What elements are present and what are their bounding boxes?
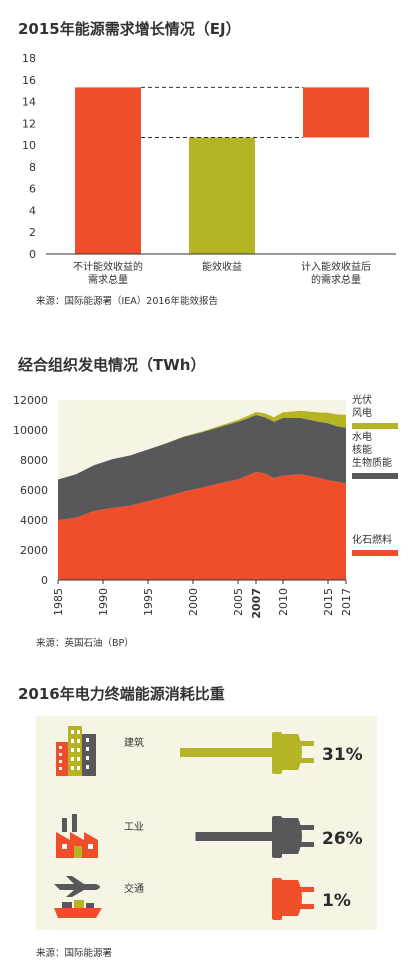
chart3-plug-prong — [300, 825, 314, 830]
chart2-source: 来源：英国石油（BP） — [36, 638, 134, 649]
electricity-usage-chart: 建筑 31% 工业 26% 交通 1% — [54, 726, 363, 920]
chart2-legend-swatch — [352, 473, 398, 479]
chart1-y-tick: 4 — [29, 204, 36, 217]
chart1-bar — [303, 87, 369, 138]
chart2-legend-label: 化石燃料 — [352, 533, 392, 546]
chart2-x-tick: 1995 — [142, 588, 155, 616]
chart1-y-tick: 14 — [22, 96, 36, 109]
chart3-plug-prong — [300, 842, 314, 847]
chart2-title: 经合组织发电情况（TWh） — [18, 356, 206, 374]
chart2-legend-label: 光伏 — [352, 393, 372, 406]
chart2-x-tick: 2010 — [277, 588, 290, 616]
chart2-x-tick: 2007 — [250, 588, 263, 619]
chart2-area-series — [58, 410, 346, 480]
chart3-plug-prong — [300, 758, 314, 763]
chart1-category-label: 不计能效收益的 — [73, 260, 143, 273]
chart1-y-tick: 2 — [29, 226, 36, 239]
chart3-row-label: 建筑 — [124, 736, 144, 749]
chart2-y-tick: 12000 — [13, 394, 48, 407]
chart1-category-label: 的需求总量 — [311, 273, 361, 286]
chart1-y-tick: 10 — [22, 139, 36, 152]
chart3-value-label: 1% — [322, 891, 351, 911]
chart3-row-label: 交通 — [124, 882, 144, 895]
chart3-title: 2016年电力终端能源消耗比重 — [18, 685, 225, 703]
chart2-legend-label: 水电 — [352, 430, 372, 443]
chart1-y-tick: 8 — [29, 161, 36, 174]
chart2-legend-label: 风电 — [352, 406, 372, 419]
chart3-cord-bar — [180, 748, 276, 757]
chart2-x-tick: 2015 — [322, 588, 335, 616]
chart1-y-tick: 0 — [29, 248, 36, 261]
chart2-y-tick: 4000 — [20, 514, 48, 527]
chart3-plug-prong — [300, 887, 314, 892]
chart2-legend-swatch — [352, 550, 398, 556]
chart2-x-tick: 2005 — [232, 588, 245, 616]
chart3-plug-neck — [272, 732, 282, 774]
chart2-x-tick: 2000 — [187, 588, 200, 616]
chart3-plug-neck — [272, 816, 282, 858]
building-icon — [56, 726, 96, 776]
chart2-y-tick: 2000 — [20, 544, 48, 557]
chart1-title: 2015年能源需求增长情况（EJ） — [18, 20, 241, 38]
transport-icon — [54, 876, 102, 918]
chart1-bar — [75, 87, 141, 255]
chart1-category-label: 需求总量 — [88, 273, 128, 286]
chart1-bar — [189, 137, 255, 254]
chart1-category-label: 计入能效收益后 — [301, 260, 371, 273]
chart2-x-tick: 1990 — [97, 588, 110, 616]
chart2-x-tick: 1985 — [52, 588, 65, 616]
chart2-y-tick: 0 — [41, 574, 48, 587]
chart3-value-label: 26% — [322, 829, 363, 849]
chart3-plug-neck — [272, 878, 282, 920]
chart1-y-tick: 18 — [22, 52, 36, 65]
chart3-plug-body — [280, 880, 302, 916]
chart1-source: 来源：国际能源署（IEA）2016年能效报告 — [36, 296, 218, 307]
chart3-value-label: 31% — [322, 745, 363, 765]
chart3-plug-prong — [300, 741, 314, 746]
factory-icon — [56, 814, 98, 858]
chart3-plug-body — [280, 734, 302, 770]
chart3-row-label: 工业 — [124, 821, 144, 833]
chart3-plug-body — [280, 818, 302, 854]
chart2-y-tick: 10000 — [13, 424, 48, 437]
chart2-legend-label: 核能 — [352, 443, 372, 456]
chart1-y-tick: 6 — [29, 183, 36, 196]
chart3-source: 来源：国际能源署 — [36, 948, 113, 959]
chart2-y-tick: 8000 — [20, 454, 48, 467]
chart1-y-tick: 16 — [22, 74, 36, 87]
chart2-area-series — [58, 415, 346, 520]
chart3-cord-bar — [195, 832, 276, 841]
chart2-legend-swatch — [352, 423, 398, 429]
chart2-legend-label: 生物质能 — [352, 456, 392, 469]
chart1-category-label: 能效收益 — [202, 260, 242, 273]
chart2-area-series — [58, 472, 346, 580]
chart1-y-tick: 12 — [22, 117, 36, 130]
chart2-x-tick: 2017 — [340, 588, 353, 616]
oecd-power-chart: 0 2000 4000 6000 8000 10000 12000 1985 1990 1995 2… — [13, 393, 398, 619]
chart3-plug-prong — [300, 904, 314, 909]
chart2-y-tick: 6000 — [20, 484, 48, 497]
